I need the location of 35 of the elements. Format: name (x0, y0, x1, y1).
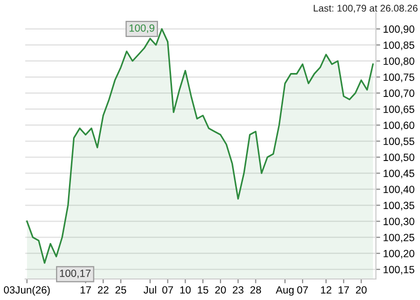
y-tick-label: 100,75 (384, 74, 414, 82)
y-tick-label: 100,65 (384, 106, 414, 114)
x-tick-label: 07 (162, 286, 173, 294)
y-tick-label: 100,30 (384, 218, 414, 226)
y-tick-label: 100,55 (384, 138, 414, 146)
y-tick-label: 100,80 (384, 57, 414, 66)
annotation: 100,17 (60, 270, 91, 278)
y-tick-label: 100,40 (384, 186, 414, 194)
x-tick-label: 28 (250, 286, 262, 294)
x-tick-label: 20 (356, 286, 367, 294)
y-tick-label: 100,60 (384, 122, 414, 130)
text: Last: 100,79 at 26.08.26 (314, 4, 418, 13)
y-tick-label: 100,35 (384, 202, 414, 210)
y-tick-label: 100,70 (384, 90, 414, 98)
y-tick-label: 100,50 (384, 154, 414, 162)
x-tick-label: 03Jun(26) (4, 286, 50, 296)
x-tick-label: 17 (80, 286, 91, 294)
y-tick-label: 100,45 (384, 170, 414, 178)
x-tick-label: 07 (297, 286, 308, 294)
annotation: 100,9 (130, 24, 154, 33)
x-tick-label: 17 (338, 286, 349, 294)
y-tick-label: 100,25 (384, 234, 414, 242)
y-tick-label: 100,20 (384, 250, 414, 258)
y-tick-label: 100,85 (384, 41, 414, 50)
x-tick-label: Jul (144, 286, 156, 294)
x-tick-label: 23 (232, 286, 244, 294)
y-tick-label: 100,90 (384, 25, 414, 34)
x-tick-label: 20 (215, 286, 226, 294)
x-tick-label: 12 (321, 286, 332, 294)
x-tick-label: 25 (116, 286, 126, 294)
x-tick-label: 22 (98, 286, 108, 294)
y-tick-label: 100,15 (384, 266, 414, 274)
x-tick-label: 10 (180, 286, 191, 294)
x-tick-label: Aug (276, 286, 294, 296)
x-tick-label: 15 (198, 286, 208, 294)
